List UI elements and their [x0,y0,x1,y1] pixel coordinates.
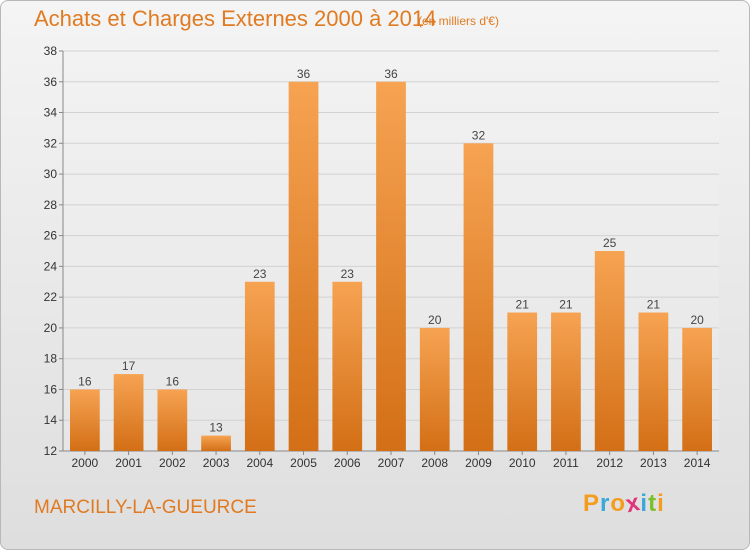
y-tick-label: 24 [44,259,58,273]
bar [157,389,188,451]
bar-value-label: 20 [690,313,704,327]
proxiti-logo[interactable]: Proxiti [583,489,665,518]
x-tick-label: 2014 [684,456,711,470]
bar-value-label: 21 [559,298,573,312]
x-tick-label: 2001 [115,456,142,470]
y-tick-label: 12 [44,444,58,458]
y-tick-label: 38 [44,44,58,58]
logo-letter: P [583,490,601,517]
bar [594,251,625,451]
bar [507,312,538,451]
commune-name: MARCILLY-LA-GUEURCE [34,497,257,518]
bar-value-label: 16 [78,374,92,388]
chart-title: Achats et Charges Externes 2000 à 2014 [34,6,437,31]
x-tick-label: 2011 [553,456,579,470]
x-tick-label: 2008 [421,456,448,470]
bar [244,281,275,451]
x-tick-label: 2009 [465,456,492,470]
bar-value-label: 21 [516,298,530,312]
bar-value-label: 23 [253,267,267,281]
bar [463,143,494,452]
bar [419,327,450,451]
x-tick-label: 2007 [378,456,405,470]
logo-letter: t [648,490,658,517]
x-tick-label: 2006 [334,456,361,470]
y-tick-label: 34 [44,106,58,120]
bar [69,389,100,451]
bar-value-label: 32 [472,128,486,142]
bar-value-label: 16 [166,374,180,388]
y-tick-label: 20 [44,321,58,335]
bar-value-label: 36 [297,67,311,81]
y-tick-label: 22 [44,290,58,304]
bar-value-label: 13 [209,421,223,435]
y-tick-label: 18 [44,352,58,366]
y-tick-label: 32 [44,136,58,150]
bar [376,81,406,452]
bar-value-label: 21 [647,298,661,312]
bar-value-label: 17 [122,359,136,373]
x-tick-label: 2000 [72,456,99,470]
y-tick-label: 26 [44,229,58,243]
y-tick-label: 14 [44,413,58,427]
bar-value-label: 20 [428,313,442,327]
x-tick-label: 2002 [159,456,186,470]
bar-value-label: 36 [384,67,398,81]
x-tick-label: 2010 [509,456,536,470]
y-tick-label: 16 [44,382,58,396]
logo-letter: i [657,490,665,517]
y-tick-label: 30 [44,167,58,181]
bar [332,281,363,451]
bar [551,312,581,451]
x-tick-label: 2013 [640,456,667,470]
bar [288,81,319,452]
bar-value-label: 23 [341,267,355,281]
y-tick-label: 28 [44,198,58,212]
x-tick-label: 2005 [290,456,317,470]
x-tick-label: 2003 [203,456,230,470]
bar [201,435,231,451]
bar [638,312,669,451]
logo-letter: o [610,490,627,517]
logo-letter: i [640,490,649,517]
bar-value-label: 25 [603,236,617,250]
logo-letter: r [600,490,611,517]
bar [682,327,713,451]
y-tick-label: 36 [44,75,58,89]
bar [113,374,144,451]
x-tick-label: 2004 [246,456,273,470]
chart-subtitle: (en milliers d'€) [418,14,499,28]
x-tick-label: 2012 [596,456,623,470]
